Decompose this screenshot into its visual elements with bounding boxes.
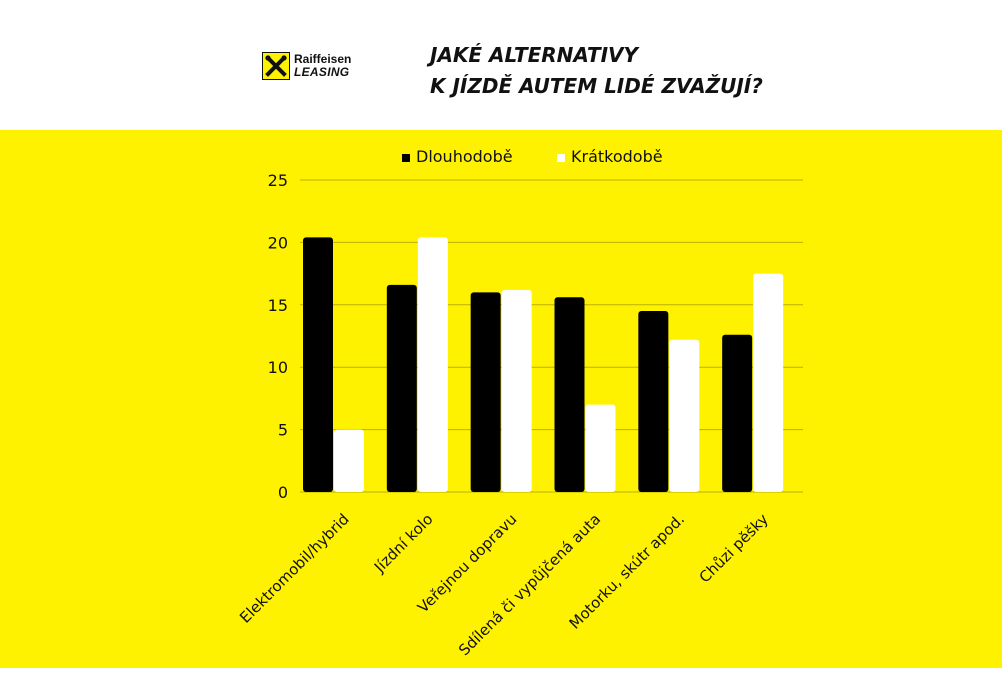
bar-dlouhodobe — [303, 237, 333, 492]
legend-label: Krátkodobě — [571, 147, 663, 166]
page-title-line2: K JÍZDĚ AUTEM LIDÉ ZVAŽUJÍ? — [430, 74, 763, 98]
y-tick-label: 10 — [268, 358, 288, 377]
bar-kratkodobe — [585, 404, 616, 492]
legend-label: Dlouhodobě — [416, 147, 513, 166]
y-tick-label: 25 — [268, 171, 288, 190]
y-tick-label: 20 — [268, 233, 288, 252]
raiffeisen-crossed-horses-icon — [262, 52, 290, 80]
x-tick-label: Jízdní kolo — [370, 510, 437, 577]
y-tick-label: 0 — [278, 483, 288, 502]
bar-dlouhodobe — [470, 292, 501, 492]
x-tick-label: Elektromobil/hybrid — [236, 510, 353, 627]
legend-swatch — [402, 154, 410, 162]
bar-dlouhodobe — [386, 284, 417, 492]
bar-kratkodobe — [753, 273, 784, 492]
brand-name: Raiffeisen LEASING — [294, 53, 351, 79]
bar-dlouhodobe — [554, 297, 585, 492]
brand-name-line1: Raiffeisen — [294, 52, 352, 66]
brand-name-line2: LEASING — [294, 65, 350, 79]
page-title: JAKÉ ALTERNATIVY K JÍZDĚ AUTEM LIDÉ ZVAŽ… — [430, 40, 763, 102]
bar-dlouhodobe — [722, 334, 753, 492]
bar-kratkodobe — [417, 237, 448, 492]
bar-dlouhodobe — [638, 311, 669, 492]
y-tick-label: 15 — [268, 296, 288, 315]
y-tick-label: 5 — [278, 421, 288, 440]
page-title-line1: JAKÉ ALTERNATIVY — [430, 43, 639, 67]
bar-kratkodobe — [669, 339, 700, 492]
bar-chart: 0 5 10 15 20 25 Elektromobil/hybrid Jízdní kolo… — [236, 147, 803, 659]
chart-area: 0 5 10 15 20 25 Elektromobil/hybrid Jízdní kolo… — [0, 130, 1002, 668]
bar-kratkodobe — [501, 289, 532, 492]
bar-kratkodobe — [334, 429, 364, 492]
x-tick-label: Sdílená či vypůjčená auta — [455, 510, 604, 659]
x-tick-label: Chůzi pěšky — [696, 510, 772, 586]
brand-logo: Raiffeisen LEASING — [262, 50, 351, 82]
header: Raiffeisen LEASING JAKÉ ALTERNATIVY K JÍ… — [0, 0, 1002, 130]
legend-swatch — [557, 154, 565, 162]
